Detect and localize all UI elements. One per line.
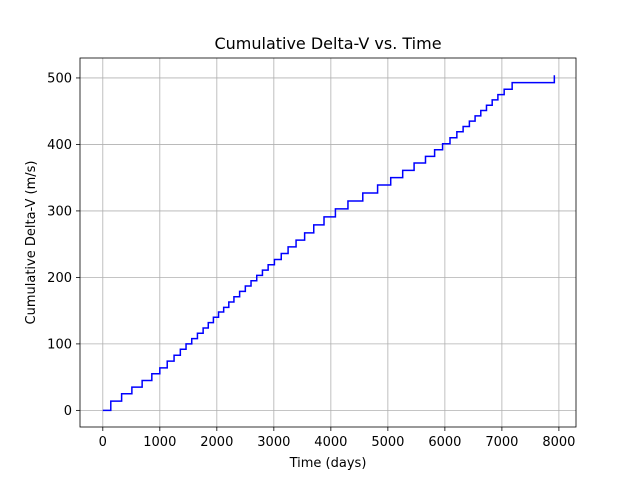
y-tick-label: 200	[47, 271, 72, 286]
chart-title: Cumulative Delta-V vs. Time	[214, 34, 441, 53]
y-tick-label: 300	[47, 204, 72, 219]
y-axis-label: Cumulative Delta-V (m/s)	[24, 161, 39, 325]
x-tick-label: 0	[99, 435, 107, 450]
series-line	[102, 75, 556, 412]
x-tick-label: 5000	[371, 435, 404, 450]
x-tick-label: 8000	[542, 435, 575, 450]
x-tick-label: 6000	[428, 435, 461, 450]
x-axis-label: Time (days)	[289, 456, 367, 471]
y-tick-label: 100	[47, 337, 72, 352]
grid	[80, 58, 576, 427]
series-layer	[102, 75, 556, 412]
y-tick-label: 500	[47, 71, 72, 86]
x-tick-label: 4000	[314, 435, 347, 450]
x-tick-label: 2000	[200, 435, 233, 450]
x-tick-label: 7000	[485, 435, 518, 450]
x-tick-label: 3000	[257, 435, 290, 450]
y-tick-label: 400	[47, 138, 72, 153]
plot-frame	[79, 57, 577, 428]
x-tick-label: 1000	[143, 435, 176, 450]
ticks: 0 1000 2000 3000 4000 5000 6000 7000 8000 0 100 200…	[47, 71, 575, 450]
y-tick-label: 0	[64, 404, 72, 419]
